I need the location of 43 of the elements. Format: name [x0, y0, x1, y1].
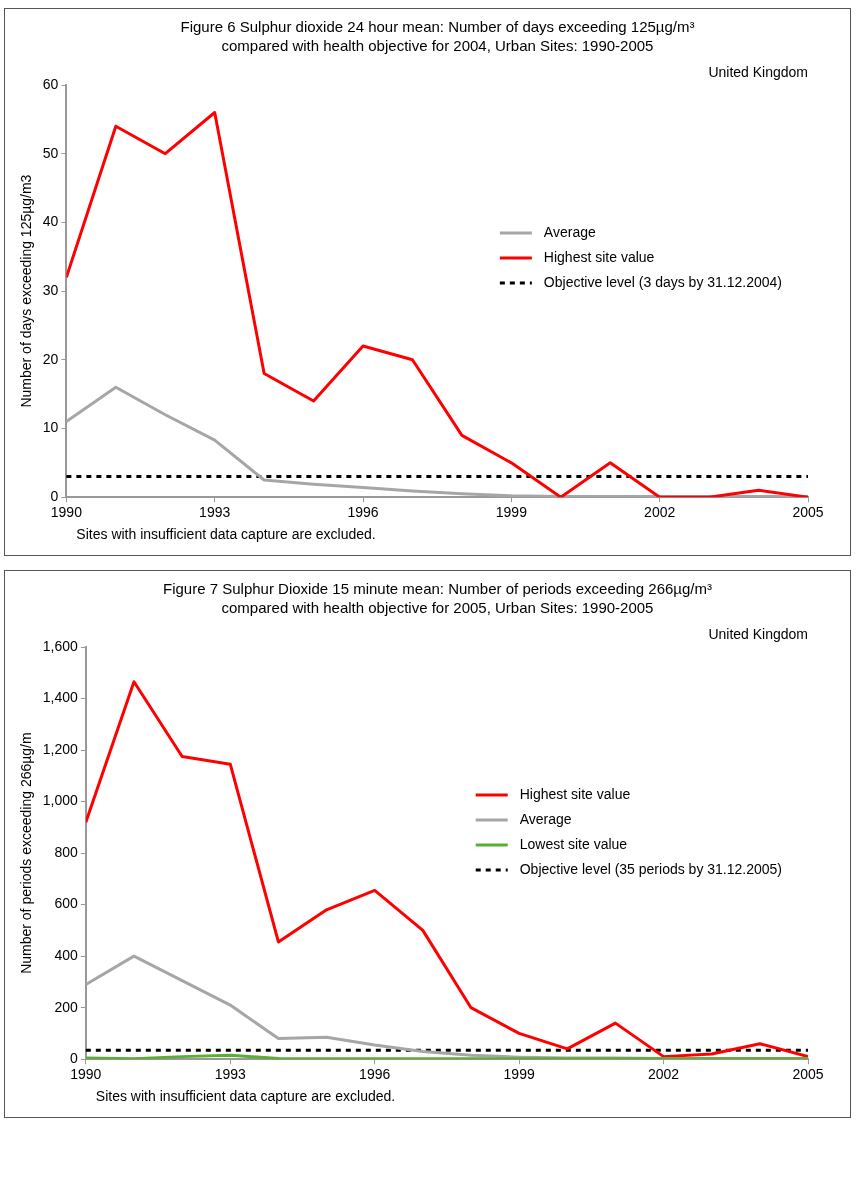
x-tick-label: 1999 [503, 1066, 535, 1083]
y-tick-label: 1,200 [42, 740, 79, 757]
legend-label: Highest site value [519, 785, 631, 802]
x-tick-label: 2005 [792, 504, 824, 521]
x-tick-label: 1993 [214, 1066, 247, 1083]
x-tick-label: 1996 [347, 504, 379, 521]
legend-label: Highest site value [543, 248, 655, 265]
text: United Kingdom [708, 63, 808, 80]
y-tick-label: 600 [54, 895, 79, 912]
x-tick-label: 1993 [199, 504, 231, 521]
legend-label: Average [519, 810, 572, 827]
y-tick-label: 30 [42, 281, 59, 298]
y-tick-label: 60 [42, 75, 59, 92]
x-tick-label: 1990 [50, 504, 83, 521]
y-tick-label: 1,600 [42, 637, 79, 654]
x-tick-label: 2002 [647, 1066, 680, 1083]
y-tick-label: 10 [42, 419, 59, 436]
x-tick-label: 1990 [70, 1066, 102, 1083]
y-tick-label: 50 [42, 144, 59, 161]
chart-title: Figure 6 Sulphur dioxide 24 hour mean: Number of days exceeding 125µg/m³ compared with health objective for 2004, Urban Sites: 1990-2005 [179, 17, 696, 55]
chart-title: Figure 7 Sulphur Dioxide 15 minute mean: Number of periods exceeding 266µg/m³ compared with health objective for 2005, Urban Sites: 1990-2005 [162, 579, 713, 617]
y-tick-label: 200 [54, 998, 79, 1015]
x-tick-label: 2002 [644, 504, 676, 521]
text: United Kingdom [708, 625, 808, 642]
y-tick-label: 0 [70, 1050, 79, 1067]
y-tick-label: 20 [42, 350, 59, 367]
legend-label: Average [543, 223, 596, 240]
y-tick-label: 0 [50, 488, 59, 505]
y-axis-title: Number of days exceeding 125µg/m3 [18, 174, 35, 408]
legend-label: Lowest site value [519, 835, 628, 852]
x-tick-label: 1996 [359, 1066, 391, 1083]
x-tick-label: 1999 [495, 504, 528, 521]
y-tick-label: 40 [42, 213, 59, 230]
y-tick-label: 400 [54, 947, 79, 964]
y-tick-label: 1,000 [42, 792, 79, 809]
y-tick-label: 800 [54, 843, 79, 860]
text: Sites with insufficient data capture are excluded. [76, 526, 376, 543]
text: Sites with insufficient data capture are excluded. [95, 1088, 396, 1105]
y-axis-title: Number of periods exceeding 266µg/m [18, 732, 35, 974]
legend-label: Objective level (35 periods by 31.12.2005) [519, 860, 783, 877]
x-tick-label: 2005 [792, 1066, 824, 1083]
legend-label: Objective level (3 days by 31.12.2004) [543, 273, 782, 290]
y-tick-label: 1,400 [42, 689, 79, 706]
